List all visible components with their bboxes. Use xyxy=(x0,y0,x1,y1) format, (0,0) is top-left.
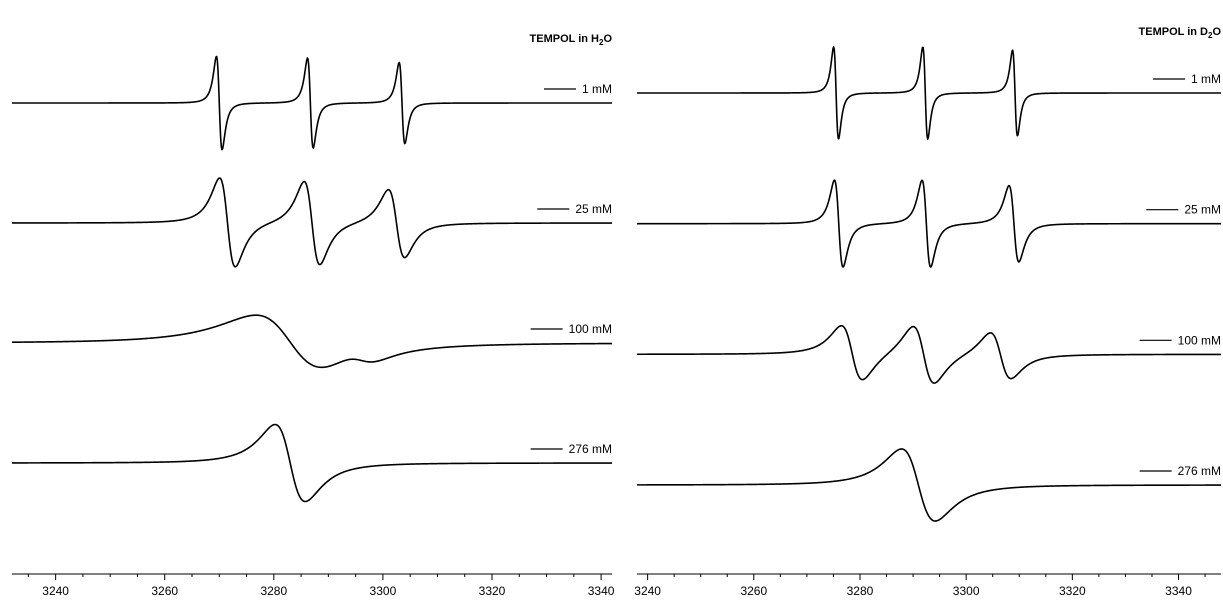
panel-title: TEMPOL in D2O xyxy=(1139,26,1222,40)
x-tick-label: 3320 xyxy=(1059,584,1086,598)
spectrum-25-mm xyxy=(11,177,613,268)
spectrum-276-mm xyxy=(11,423,613,503)
x-tick-label: 3260 xyxy=(151,584,178,598)
concentration-label: 25 mM xyxy=(575,202,612,216)
concentration-label: 100 mM xyxy=(1178,333,1221,347)
x-axis-title: B0 (G) xyxy=(908,601,949,603)
panel-d2o: TEMPOL in D2O 1 mM 25 mM 100 mM 276 mM 3240 32… xyxy=(634,26,1221,603)
spectrum-1-mm xyxy=(636,46,1222,140)
x-tick-label: 3280 xyxy=(847,584,874,598)
spectrum-276-mm xyxy=(636,448,1222,522)
x-tick-label: 3240 xyxy=(42,584,69,598)
x-tick-label: 3300 xyxy=(953,584,980,598)
panel-title: TEMPOL in H2O xyxy=(530,33,613,47)
panel-h2o: TEMPOL in H2O 1 mM 25 mM 100 mM 276 mM 3240 32… xyxy=(11,33,615,603)
x-tick-label: 3240 xyxy=(634,584,661,598)
x-tick-label: 3260 xyxy=(740,584,767,598)
concentration-label: 1 mM xyxy=(582,82,612,96)
x-axis-title: B0 (G) xyxy=(291,601,332,603)
concentration-label: 276 mM xyxy=(569,442,612,456)
spectrum-100-mm xyxy=(636,324,1222,384)
x-tick-label: 3280 xyxy=(260,584,287,598)
x-tick-label: 3340 xyxy=(1165,584,1192,598)
concentration-label: 100 mM xyxy=(569,322,612,336)
spectrum-25-mm xyxy=(636,179,1222,268)
x-tick-label: 3300 xyxy=(370,584,397,598)
spectrum-100-mm xyxy=(11,314,613,369)
concentration-label: 1 mM xyxy=(1191,72,1221,86)
x-tick-label: 3320 xyxy=(479,584,506,598)
spectrum-1-mm xyxy=(11,55,613,151)
concentration-label: 25 mM xyxy=(1184,203,1221,217)
concentration-label: 276 mM xyxy=(1178,464,1221,478)
x-tick-label: 3340 xyxy=(588,584,615,598)
